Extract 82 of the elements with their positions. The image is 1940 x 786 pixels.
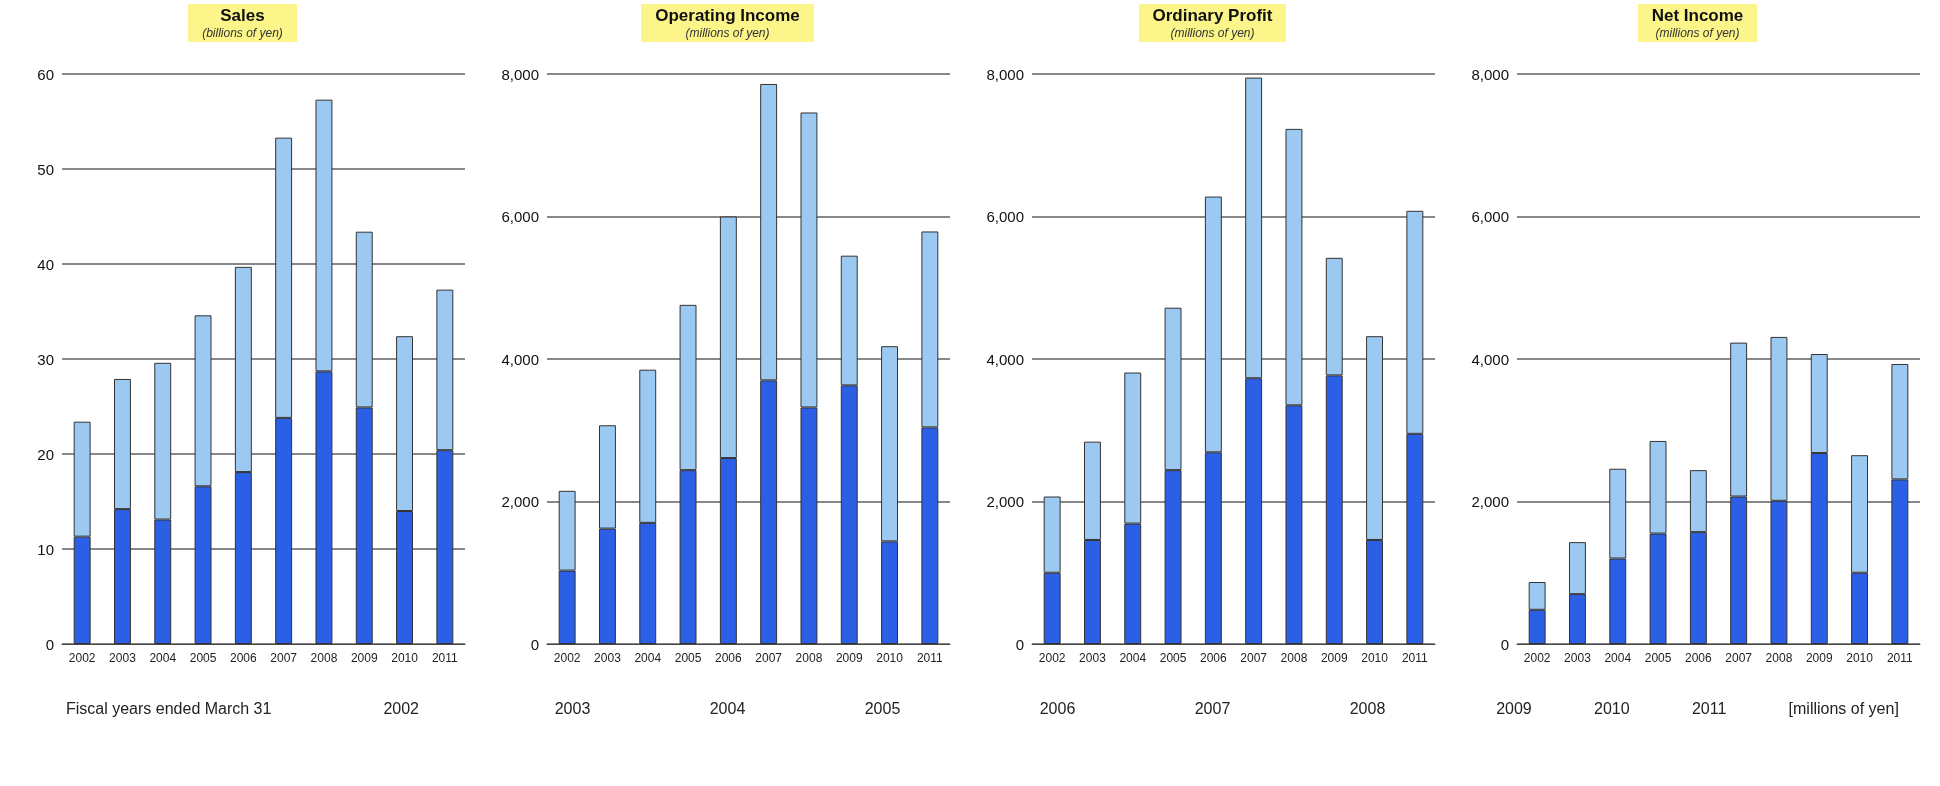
- y-tick-label: 8,000: [1471, 65, 1509, 83]
- x-tick-label: 2006: [1200, 651, 1228, 665]
- x-tick-label: 2002: [553, 651, 581, 665]
- y-tick-label: 60: [37, 65, 54, 83]
- x-tick-label: 2010: [1361, 651, 1389, 665]
- x-tick-label: 2005: [1159, 651, 1187, 665]
- x-tick-label: 2003: [594, 651, 622, 665]
- x-tick-label: 2010: [391, 651, 419, 665]
- x-tick-label: 2011: [1401, 651, 1429, 665]
- text: 2002: [383, 700, 419, 718]
- x-tick-label: 2002: [1523, 651, 1551, 665]
- x-tick-label: 2008: [1280, 651, 1308, 665]
- y-tick-label: 6,000: [501, 208, 539, 225]
- x-tick-label: 2005: [1644, 651, 1672, 665]
- x-tick-label: 2004: [149, 651, 177, 665]
- y-tick-label: 4,000: [501, 350, 539, 368]
- x-tick-label: 2009: [835, 651, 863, 665]
- x-tick-label: 2005: [189, 651, 217, 665]
- x-tick-label: 2003: [109, 651, 137, 665]
- y-tick-label: 0: [530, 635, 539, 653]
- chart-subtitle: (millions of yen): [1654, 26, 1741, 40]
- y-tick-label: 8,000: [501, 65, 539, 83]
- x-tick-label: 2007: [270, 651, 298, 665]
- x-tick-label: 2009: [1320, 651, 1348, 665]
- x-tick-label: 2011: [431, 651, 459, 665]
- y-tick-label: 6,000: [1471, 208, 1509, 225]
- y-tick-label: 30: [37, 350, 54, 368]
- chart-title: Sales: [219, 6, 266, 26]
- x-tick-label: 2004: [1119, 651, 1147, 665]
- text: 2004: [709, 700, 746, 718]
- x-tick-label: 2008: [795, 651, 823, 665]
- x-tick-label: 2006: [1685, 651, 1713, 665]
- chart-title: Ordinary Profit: [1152, 6, 1273, 26]
- x-tick-label: 2011: [916, 651, 944, 665]
- text: 2009: [1496, 700, 1532, 718]
- y-tick-label: 0: [1500, 635, 1509, 653]
- y-tick-label: 2,000: [1471, 493, 1509, 510]
- x-tick-label: 2002: [1038, 651, 1066, 665]
- x-tick-label: 2003: [1079, 651, 1107, 665]
- text: 2010: [1594, 700, 1630, 718]
- x-tick-label: 2007: [1240, 651, 1268, 665]
- x-tick-label: 2007: [755, 651, 783, 665]
- y-tick-label: 40: [37, 255, 54, 273]
- y-tick-label: 4,000: [1471, 350, 1509, 368]
- y-tick-label: 10: [37, 540, 54, 558]
- chart-subtitle: (millions of yen): [684, 26, 771, 40]
- x-tick-label: 2011: [1886, 651, 1914, 665]
- y-tick-label: 20: [37, 445, 54, 463]
- x-tick-label: 2004: [634, 651, 662, 665]
- x-tick-label: 2006: [230, 651, 258, 665]
- text: 2008: [1349, 700, 1386, 718]
- chart-title: Operating Income: [655, 6, 800, 26]
- text: 2003: [554, 700, 591, 718]
- text: 2007: [1194, 700, 1231, 718]
- y-tick-label: 6,000: [986, 208, 1024, 225]
- y-tick-label: 2,000: [986, 493, 1024, 510]
- y-tick-label: 50: [37, 160, 54, 178]
- x-tick-label: 2009: [350, 651, 378, 665]
- chart-title: Net Income: [1651, 6, 1744, 26]
- x-tick-label: 2004: [1604, 651, 1632, 665]
- x-tick-label: 2010: [1846, 651, 1874, 665]
- text: Fiscal years ended March 31: [65, 700, 272, 718]
- y-tick-label: 0: [1015, 635, 1024, 653]
- x-tick-label: 2007: [1725, 651, 1753, 665]
- x-tick-label: 2010: [876, 651, 904, 665]
- text: 2006: [1039, 700, 1076, 718]
- x-tick-label: 2002: [68, 651, 96, 665]
- y-tick-label: 4,000: [986, 350, 1024, 368]
- y-tick-label: 8,000: [986, 65, 1024, 83]
- x-tick-label: 2008: [310, 651, 338, 665]
- x-tick-label: 2008: [1765, 651, 1793, 665]
- x-tick-label: 2009: [1805, 651, 1833, 665]
- x-tick-label: 2005: [674, 651, 702, 665]
- text: 2005: [864, 700, 901, 718]
- x-tick-label: 2006: [715, 651, 743, 665]
- text: 2011: [1691, 700, 1727, 718]
- y-tick-label: 0: [45, 635, 54, 653]
- x-tick-label: 2003: [1564, 651, 1592, 665]
- chart-subtitle: (millions of yen): [1169, 26, 1256, 40]
- y-tick-label: 2,000: [501, 493, 539, 510]
- chart-subtitle: (billions of yen): [202, 26, 283, 40]
- text: [millions of yen]: [1788, 700, 1899, 718]
